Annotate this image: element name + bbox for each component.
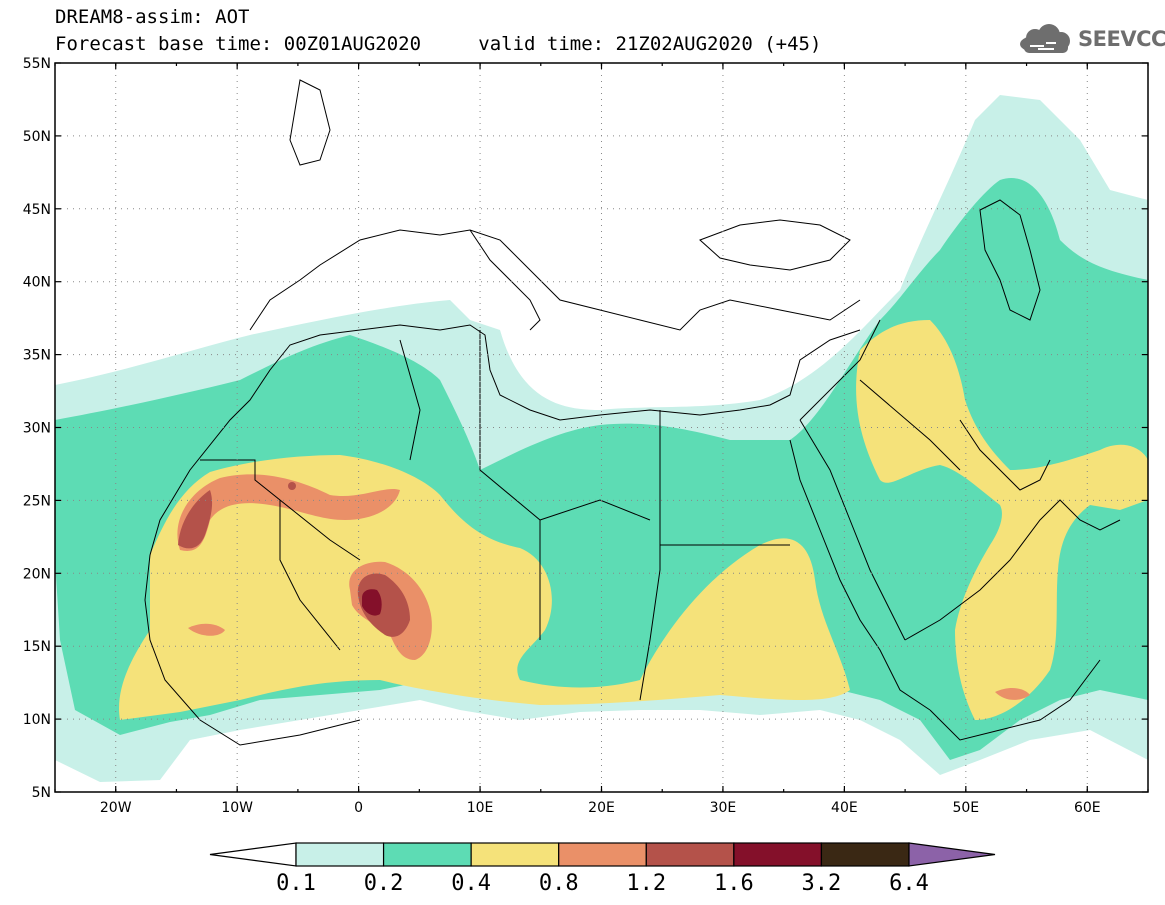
colorbar-over-triangle	[908, 842, 996, 867]
black-sea	[699, 219, 851, 271]
lat-tick-label: 15N	[23, 639, 51, 655]
cloud-icon	[1020, 24, 1070, 53]
colorbar-segment	[558, 842, 647, 867]
lon-tick-label: 20W	[100, 800, 132, 816]
colorbar-segment	[645, 842, 735, 867]
aot-field	[55, 95, 1148, 782]
colorbar-label: 0.8	[538, 871, 579, 896]
arabian-coast	[904, 499, 1121, 641]
base-time: Forecast base time: 00Z01AUG2020	[55, 33, 422, 55]
lon-tick-label: 10W	[221, 800, 253, 816]
lat-tick-label: 50N	[23, 129, 51, 145]
lon-tick-label: 60E	[1074, 800, 1101, 816]
logo-text: SEEVCCC	[1078, 27, 1165, 51]
coastlines	[144, 79, 1121, 746]
border-4	[639, 410, 661, 701]
uk	[289, 79, 331, 166]
red-sea-east	[799, 419, 906, 641]
aot-band-0.8-c	[188, 623, 225, 636]
aot-band-1.2-a	[178, 490, 213, 549]
colorbar-segment	[295, 842, 385, 867]
colorbar-under-triangle	[209, 842, 297, 867]
lat-tick-label: 55N	[23, 56, 51, 72]
lat-tick-label: 5N	[32, 785, 51, 801]
europe-coast	[249, 229, 861, 331]
aot-band-1.6	[362, 589, 382, 616]
colorbar-label: 0.2	[363, 871, 404, 896]
lon-tick-label: 30E	[710, 800, 737, 816]
lon-tick-label: 10E	[467, 800, 494, 816]
colorbar-segment	[470, 842, 560, 867]
map-title: DREAM8-assim: AOT	[55, 6, 250, 28]
colorbar-segment	[820, 842, 910, 867]
axis-tick-labels: 20W 10W 0 10E 20E 30E 40E 50E 60E 55N 50N 45N 40N 35N…	[23, 56, 1101, 816]
colorbar-label: 0.4	[451, 871, 492, 896]
aot-band-0.8-a	[177, 474, 400, 551]
lon-tick-label: 0	[354, 800, 363, 816]
lat-tick-label: 25N	[23, 493, 51, 509]
colorbar-label: 1.2	[626, 871, 667, 896]
lon-tick-label: 40E	[831, 800, 858, 816]
horn-of-africa	[929, 659, 1101, 741]
north-africa-coast	[149, 324, 861, 556]
colorbar-label: 0.1	[276, 871, 316, 896]
axis-ticks	[54, 62, 1149, 793]
forecast-time-line: Forecast base time: 00Z01AUG2020 valid t…	[55, 33, 821, 55]
west-africa-coast	[144, 554, 361, 746]
lat-tick-label: 35N	[23, 348, 51, 364]
gridlines	[55, 63, 1148, 792]
gulf-coast	[959, 419, 1051, 491]
colorbar-segment	[382, 842, 472, 867]
aot-band-1.2-c	[288, 482, 296, 490]
lat-tick-label: 10N	[23, 712, 51, 728]
caspian-sea	[979, 199, 1041, 321]
aot-band-0.4-east	[856, 320, 1148, 720]
colorbar-label: 6.4	[889, 871, 929, 896]
colorbar-segment	[733, 842, 823, 867]
lat-tick-label: 20N	[23, 566, 51, 582]
italy	[469, 229, 541, 331]
lon-tick-label: 20E	[588, 800, 615, 816]
lat-tick-label: 45N	[23, 202, 51, 218]
border-1	[279, 500, 341, 651]
lat-tick-label: 30N	[23, 421, 51, 437]
colorbar-label: 3.2	[801, 871, 842, 896]
aot-band-0.8-d	[995, 688, 1030, 700]
colorbar	[209, 842, 996, 867]
border-6	[799, 319, 881, 421]
border-9	[539, 499, 651, 521]
red-sea-west	[789, 439, 931, 711]
lon-tick-label: 50E	[952, 800, 979, 816]
colorbar-label: 1.6	[713, 871, 754, 896]
aot-band-0.4-west	[119, 455, 850, 720]
valid-time: valid time: 21Z02AUG2020 (+45)	[478, 33, 822, 55]
lat-tick-label: 40N	[23, 275, 51, 291]
border-8	[399, 339, 421, 461]
border-7	[859, 379, 961, 471]
